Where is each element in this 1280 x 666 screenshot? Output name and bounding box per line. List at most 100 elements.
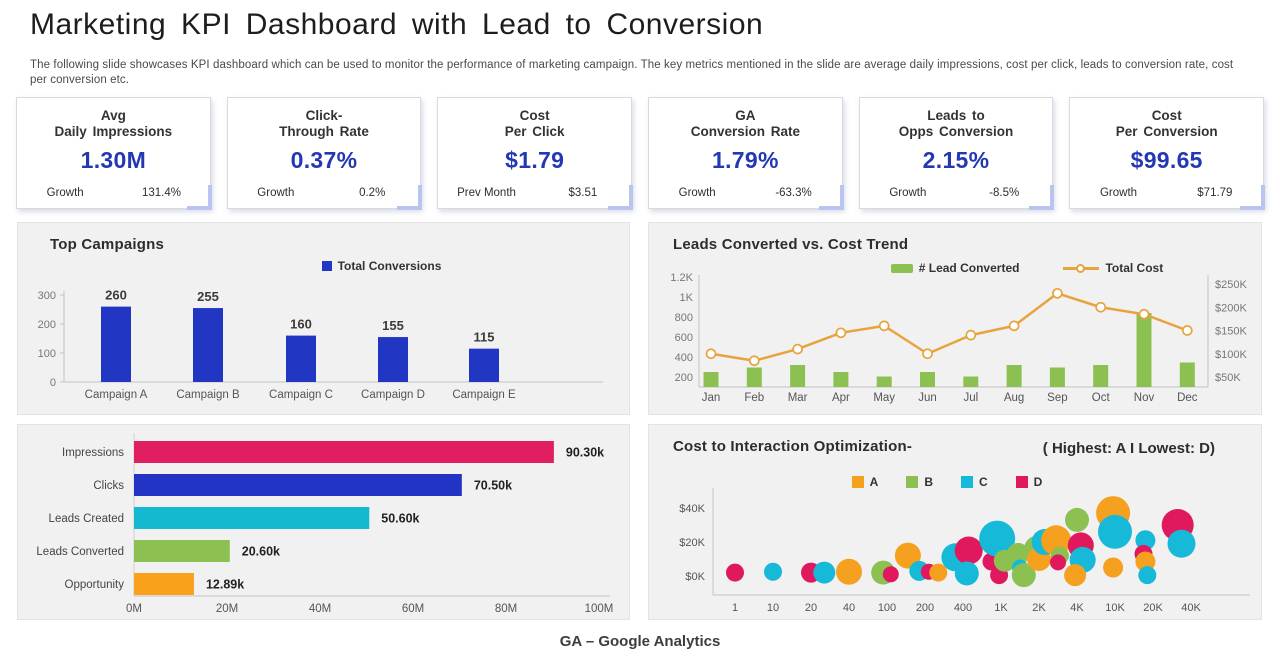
panel-title: Cost to Interaction Optimization- <box>673 438 913 455</box>
value-label: 50.60k <box>381 512 419 526</box>
category-label: Clicks <box>93 480 124 492</box>
card-corner-decoration <box>1240 185 1266 210</box>
panel-funnel-metrics: Impressions 90.30k Clicks 70.50k Leads Creat… <box>17 424 630 620</box>
kpi-foot-label: Growth <box>889 187 927 199</box>
y-tick-label: $40K <box>679 503 705 515</box>
total-cost-marker-Dec <box>1181 325 1193 336</box>
kpi-foot-value: -63.3% <box>775 187 812 199</box>
value-label: 20.60k <box>242 545 280 559</box>
total-cost-marker-Mar <box>792 343 803 355</box>
category-label: Leads Created <box>49 513 124 525</box>
kpi-value: $99.65 <box>1130 147 1203 173</box>
hbar-Leads Converted <box>134 540 230 562</box>
kpi-footer: Growth -63.3% <box>649 187 842 199</box>
lead-converted-bar-Mar <box>790 365 806 387</box>
total-cost-marker-Sep <box>1052 287 1063 299</box>
left-tick-label: 400 <box>675 352 693 364</box>
category-label: Opportunity <box>65 579 125 591</box>
category-label: Leads Converted <box>36 546 124 558</box>
kpi-title: Click- Through Rate <box>228 108 421 140</box>
lead-converted-bar-May <box>876 376 892 387</box>
bar-value-label: 260 <box>105 288 127 303</box>
legend-top-campaigns: Total Conversions <box>76 259 687 273</box>
total-cost-line <box>710 292 1188 362</box>
series-d-swatch <box>1015 476 1028 488</box>
lead-converted-bar-Dec <box>1179 362 1195 387</box>
total-cost-marker-Oct <box>1095 301 1107 313</box>
month-label: Oct <box>1092 392 1111 404</box>
x-tick-label: 20M <box>216 603 238 615</box>
card-corner-decoration <box>1029 185 1055 210</box>
bubble-series-C <box>813 561 836 584</box>
x-tick-label: 2K <box>1032 602 1046 614</box>
total-conversions-swatch <box>321 261 332 271</box>
panel-annotation: ( Highest: A I Lowest: D) <box>1042 440 1215 457</box>
bar-Campaign A <box>101 306 131 382</box>
kpi-title-line1: GA <box>735 108 756 123</box>
kpi-title: Avg Daily Impressions <box>17 108 210 140</box>
kpi-foot-label: Growth <box>46 187 84 199</box>
x-tick-label: 1K <box>994 602 1008 614</box>
card-corner-decoration <box>818 185 844 210</box>
footnote: GA – Google Analytics <box>559 633 721 650</box>
right-tick-label: $150K <box>1215 326 1247 338</box>
kpi-foot-value: 131.4% <box>142 187 182 199</box>
month-label: Jun <box>918 392 937 404</box>
bubble-series-C <box>1135 530 1156 551</box>
kpi-foot-value: 0.2% <box>359 187 386 199</box>
bubble-series-C <box>1167 529 1196 558</box>
legend-leads-cost-trend: # Lead Converted Total Cost <box>721 261 1280 275</box>
x-tick-label: 60M <box>402 603 424 615</box>
kpi-title-line2: Through Rate <box>279 124 369 139</box>
lead-converted-bar-Aug <box>1006 365 1022 387</box>
value-label: 12.89k <box>206 578 244 592</box>
kpi-title-line2: Conversion Rate <box>690 124 800 139</box>
series-c-swatch <box>961 476 973 488</box>
x-category-label: Campaign C <box>269 389 333 401</box>
lead-converted-swatch <box>890 263 913 273</box>
kpi-title-line2: Per Conversion <box>1115 124 1218 139</box>
lead-converted-bar-Jun <box>920 372 935 387</box>
month-label: Nov <box>1134 392 1155 404</box>
value-label: 90.30k <box>566 446 604 460</box>
x-tick-label: 10K <box>1105 602 1125 614</box>
bubble-series-B <box>1011 563 1036 588</box>
page-title: Marketing KPI Dashboard with Lead to Con… <box>30 8 764 41</box>
kpi-title-line1: Leads to <box>927 108 985 123</box>
total-cost-marker-Apr <box>835 327 847 339</box>
legend-label: B <box>924 475 933 489</box>
kpi-title-line1: Cost <box>1151 108 1182 123</box>
card-corner-decoration <box>608 185 634 210</box>
kpi-title-line2: Per Click <box>504 124 565 139</box>
y-tick-label: 300 <box>38 290 56 302</box>
kpi-title: Cost Per Click <box>438 108 631 140</box>
month-label: Mar <box>788 392 808 404</box>
total-cost-marker-Aug <box>1008 320 1020 332</box>
x-tick-label: 20K <box>1143 602 1163 614</box>
kpi-foot-value: $71.79 <box>1197 187 1233 199</box>
kpi-foot-value: $3.51 <box>568 187 598 199</box>
kpi-title-line1: Avg <box>100 108 126 123</box>
bubble-series-C <box>979 520 1016 557</box>
bubble-series-A <box>1103 557 1124 578</box>
legend-label: # Lead Converted <box>918 261 1020 275</box>
page-description: The following slide showcases KPI dashbo… <box>30 59 1234 86</box>
total-cost-marker-Jul <box>965 329 977 341</box>
kpi-card-cost-per-conversion: Cost Per Conversion $99.65 Growth $71.79 <box>1069 97 1266 210</box>
series-b-swatch <box>906 476 919 488</box>
bubble-series-D <box>954 536 983 565</box>
legend-item-b: B <box>906 475 933 489</box>
x-tick-label: 40M <box>309 603 331 615</box>
x-category-label: Campaign A <box>85 389 148 401</box>
bubble-series-A <box>894 542 921 569</box>
x-tick-label: 4K <box>1070 602 1084 614</box>
right-tick-label: $100K <box>1215 349 1247 361</box>
bar-value-label: 160 <box>290 317 312 332</box>
card-corner-decoration <box>186 185 212 210</box>
bubble-series-C <box>1138 566 1157 585</box>
x-tick-label: 400 <box>954 602 972 614</box>
legend-item-total-conversions: Total Conversions <box>321 259 441 273</box>
total-cost-marker-Nov <box>1138 308 1150 320</box>
kpi-foot-label: Prev Month <box>457 187 516 199</box>
kpi-card-row: Avg Daily Impressions 1.30M Growth 131.4% … <box>16 97 1266 210</box>
